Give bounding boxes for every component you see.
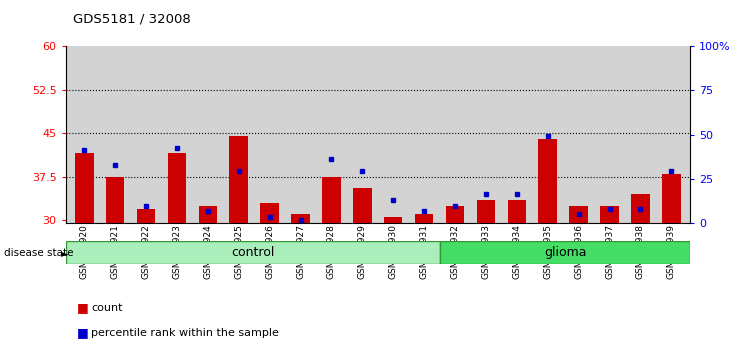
Bar bbox=[446, 206, 464, 223]
Bar bbox=[291, 214, 310, 223]
Bar bbox=[353, 188, 372, 223]
Text: GDS5181 / 32008: GDS5181 / 32008 bbox=[73, 12, 191, 25]
Bar bbox=[507, 200, 526, 223]
Bar bbox=[662, 174, 680, 223]
Bar bbox=[199, 206, 217, 223]
Bar bbox=[631, 194, 650, 223]
Bar bbox=[384, 217, 402, 223]
Bar bbox=[66, 241, 440, 264]
Text: ►: ► bbox=[61, 248, 68, 258]
Text: ■: ■ bbox=[77, 302, 88, 314]
Bar bbox=[600, 206, 619, 223]
Bar bbox=[261, 203, 279, 223]
Bar bbox=[168, 153, 186, 223]
Bar bbox=[477, 200, 495, 223]
Text: glioma: glioma bbox=[544, 246, 586, 259]
Text: control: control bbox=[231, 246, 274, 259]
Bar bbox=[137, 209, 155, 223]
Bar bbox=[229, 136, 248, 223]
Text: ■: ■ bbox=[77, 326, 88, 339]
Bar bbox=[569, 206, 588, 223]
Text: percentile rank within the sample: percentile rank within the sample bbox=[91, 328, 279, 338]
Bar bbox=[66, 46, 690, 223]
Text: disease state: disease state bbox=[4, 248, 73, 258]
Text: count: count bbox=[91, 303, 123, 313]
Bar bbox=[322, 177, 341, 223]
Bar bbox=[106, 177, 124, 223]
Bar bbox=[415, 214, 434, 223]
Bar bbox=[75, 153, 93, 223]
Bar bbox=[539, 139, 557, 223]
Bar bbox=[440, 241, 690, 264]
